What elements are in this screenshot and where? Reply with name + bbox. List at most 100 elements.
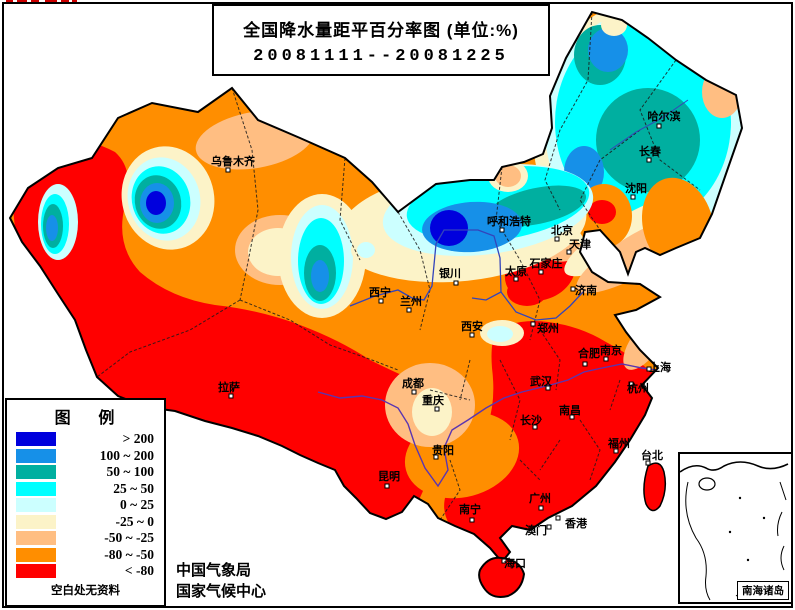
province-boundaries	[96, 12, 701, 521]
legend-row: 100 ~ 200	[7, 448, 164, 465]
city-label: 西宁	[369, 285, 391, 299]
legend-swatch	[16, 448, 56, 463]
city-label: 拉萨	[218, 380, 240, 394]
city-label: 上海	[649, 360, 671, 374]
city-marker	[384, 483, 390, 489]
south-china-sea-inset: 南海诸岛	[678, 452, 793, 604]
city-label: 太原	[504, 264, 527, 278]
legend-label: < -80	[124, 563, 154, 579]
city-label: 郑州	[537, 321, 559, 335]
city-label: 昆明	[378, 470, 400, 483]
city-marker	[582, 361, 588, 367]
legend-row: -50 ~ -25	[7, 530, 164, 547]
legend-row: 25 ~ 50	[7, 481, 164, 498]
city-label: 呼和浩特	[487, 214, 531, 228]
city-marker	[378, 298, 384, 304]
city-marker	[603, 356, 609, 362]
legend-swatch	[16, 564, 56, 579]
map-date-range: 20081111--20081225	[253, 47, 509, 66]
legend-swatch	[16, 498, 56, 513]
city-marker	[630, 194, 636, 200]
city-marker	[501, 558, 507, 564]
city-label: 南宁	[459, 502, 481, 516]
city-marker	[530, 321, 536, 327]
city-label: 银川	[439, 266, 461, 280]
legend-row: -80 ~ -50	[7, 547, 164, 564]
city-marker	[532, 424, 538, 430]
legend: 图 例 > 200 100 ~ 200 50 ~ 100 25 ~ 50 0 ~…	[5, 398, 166, 607]
city-label: 石家庄	[529, 256, 563, 270]
legend-label: -25 ~ 0	[115, 513, 154, 529]
city-marker	[569, 414, 575, 420]
legend-swatch	[16, 514, 56, 529]
legend-label: 0 ~ 25	[119, 497, 154, 513]
city-marker	[545, 385, 551, 391]
inset-label: 南海诸岛	[737, 581, 789, 600]
city-label: 南京	[600, 343, 622, 357]
city-label: 福州	[607, 436, 630, 450]
city-marker	[570, 286, 576, 292]
legend-title: 图 例	[54, 410, 117, 427]
city-marker	[469, 332, 475, 338]
city-label: 兰州	[400, 294, 422, 308]
map-title-box: 全国降水量距平百分率图 (单位:%) 20081111--20081225	[212, 4, 550, 76]
top-edge-red-artifact	[6, 0, 77, 3]
city-marker	[433, 454, 439, 460]
city-marker	[228, 393, 234, 399]
map-title: 全国降水量距平百分率图 (单位:%)	[243, 21, 519, 40]
city-marker	[469, 517, 475, 523]
legend-swatch	[16, 465, 56, 480]
city-labels: 乌鲁木齐 哈尔滨 长春 沈阳 呼和浩特 北京 天津 石家庄 太原 济南 银川 西…	[211, 109, 681, 570]
legend-note: 空白处无资料	[51, 584, 120, 597]
city-label: 成都	[402, 376, 424, 390]
city-marker	[225, 167, 231, 173]
legend-swatch	[16, 432, 56, 447]
city-label: 贵阳	[432, 443, 454, 457]
city-label: 北京	[551, 223, 573, 237]
city-label: 杭州	[627, 381, 649, 395]
city-label: 澳门	[525, 523, 547, 537]
city-label: 沈阳	[625, 181, 647, 195]
city-marker	[555, 515, 561, 521]
city-label: 长春	[639, 144, 662, 158]
city-marker	[406, 307, 412, 313]
city-label: 长沙	[520, 413, 542, 427]
legend-label: 50 ~ 100	[106, 464, 154, 480]
legend-row: > 200	[7, 431, 164, 448]
credits-line1: 中国气象局	[176, 562, 252, 579]
city-label: 香港	[564, 516, 588, 530]
city-label: 重庆	[422, 393, 444, 407]
city-marker	[645, 460, 651, 466]
city-marker	[538, 269, 544, 275]
national-border	[8, 10, 744, 564]
legend-label: > 200	[122, 431, 154, 447]
credits: 中国气象局 国家气候中心	[176, 560, 266, 602]
taiwan-island	[643, 462, 667, 512]
city-label: 广州	[529, 491, 551, 505]
city-label: 台北	[641, 448, 663, 462]
legend-label: 25 ~ 50	[113, 480, 154, 496]
city-marker	[546, 524, 552, 530]
legend-row: 50 ~ 100	[7, 464, 164, 481]
legend-row: 0 ~ 25	[7, 497, 164, 514]
legend-swatch	[16, 481, 56, 496]
city-marker	[513, 276, 519, 282]
city-marker	[646, 157, 652, 163]
legend-row: -25 ~ 0	[7, 514, 164, 531]
city-label: 武汉	[530, 374, 553, 388]
city-marker	[613, 448, 619, 454]
city-marker	[499, 227, 505, 233]
hainan-island	[478, 556, 526, 598]
legend-row: < -80	[7, 563, 164, 580]
city-label: 西安	[461, 319, 483, 333]
legend-swatch	[16, 531, 56, 546]
city-marker	[434, 406, 440, 412]
legend-label: 100 ~ 200	[99, 447, 154, 463]
city-markers	[225, 123, 662, 564]
city-marker	[646, 366, 652, 372]
legend-label: -80 ~ -50	[104, 546, 154, 562]
credits-line2: 国家气候中心	[176, 583, 267, 600]
city-label: 海口	[504, 556, 526, 570]
